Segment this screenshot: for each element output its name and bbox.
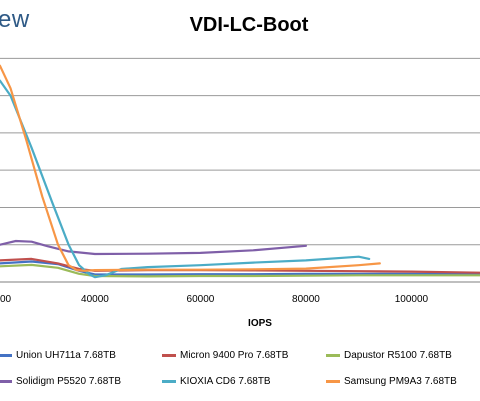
series-line-3 bbox=[0, 239, 307, 256]
legend-label: Samsung PM9A3 7.68TB bbox=[344, 376, 457, 387]
legend-item: Micron 9400 Pro 7.68TB bbox=[162, 350, 288, 361]
legend-item: Dapustor R5100 7.68TB bbox=[326, 350, 452, 361]
legend-item: Solidigm P5520 7.68TB bbox=[0, 376, 121, 387]
x-tick-label: 60000 bbox=[187, 294, 215, 305]
series-line-2 bbox=[0, 263, 480, 278]
legend-item: KIOXIA CD6 7.68TB bbox=[162, 376, 271, 387]
legend-swatch bbox=[162, 380, 176, 383]
x-tick-label: 100000 bbox=[395, 294, 429, 305]
series-line-4 bbox=[0, 79, 371, 279]
x-axis-label: IOPS bbox=[248, 318, 272, 329]
series-line-1 bbox=[0, 257, 480, 274]
legend-label: Solidigm P5520 7.68TB bbox=[16, 376, 122, 387]
legend-label: KIOXIA CD6 7.68TB bbox=[180, 376, 271, 387]
chart-title: VDI-LC-Boot bbox=[189, 14, 309, 36]
x-tick-label: 40000 bbox=[81, 294, 109, 305]
x-tick-label: 80000 bbox=[292, 294, 320, 305]
series-line-5 bbox=[0, 64, 381, 272]
legend-item: Union UH711a 7.68TB bbox=[0, 350, 116, 361]
series-lines bbox=[0, 64, 480, 279]
legend-label: Dapustor R5100 7.68TB bbox=[344, 350, 452, 361]
gridlines bbox=[0, 57, 480, 246]
legend-swatch bbox=[0, 354, 12, 357]
legend-label: Micron 9400 Pro 7.68TB bbox=[180, 350, 289, 361]
legend-swatch bbox=[162, 354, 176, 357]
x-tick-label: 00 bbox=[0, 294, 12, 305]
legend-swatch bbox=[0, 380, 12, 383]
legend-swatch bbox=[326, 354, 340, 357]
logo-fragment: ew bbox=[0, 6, 30, 33]
legend-swatch bbox=[326, 380, 340, 383]
legend-item: Samsung PM9A3 7.68TB bbox=[326, 376, 457, 387]
x-tick-labels: 00 40000 60000 80000 100000 bbox=[0, 294, 429, 305]
legend-label: Union UH711a 7.68TB bbox=[16, 350, 116, 361]
legend: Union UH711a 7.68TB Micron 9400 Pro 7.68T… bbox=[0, 344, 480, 396]
